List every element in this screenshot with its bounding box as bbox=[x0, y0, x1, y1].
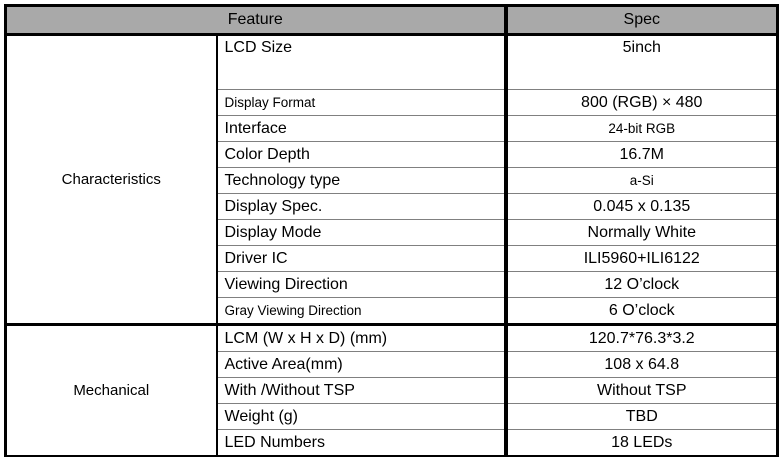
header-row: Feature Spec bbox=[5, 5, 778, 36]
table-row: Driver IC ILI5960+ILI6122 bbox=[6, 245, 778, 272]
table-header: Feature Spec bbox=[5, 5, 778, 36]
feature-cell: Display Spec. bbox=[216, 193, 508, 220]
table-row: Color Depth 16.7M bbox=[6, 141, 778, 168]
spec-cell: 0.045 x 0.135 bbox=[505, 193, 778, 220]
section-label-mechanical: Mechanical bbox=[5, 324, 218, 457]
feature-column-header: Feature bbox=[5, 5, 508, 36]
feature-cell: Active Area(mm) bbox=[216, 351, 508, 378]
table-row: Gray Viewing Direction 6 O’clock bbox=[6, 297, 778, 325]
spec-cell: a-Si bbox=[505, 167, 778, 194]
table-row: Mechanical LCM (W x H x D) (mm) 120.7*76.… bbox=[5, 324, 778, 457]
spec-cell: TBD bbox=[505, 403, 778, 430]
spec-cell: 18 LEDs bbox=[611, 433, 673, 451]
section-label-characteristics: Characteristics bbox=[5, 34, 218, 325]
spec-column-header: Spec bbox=[505, 5, 778, 36]
feature-cell: Interface bbox=[216, 115, 508, 142]
table-row: Display Spec. 0.045 x 0.135 bbox=[6, 193, 778, 220]
section-characteristics: Characteristics LCD Size 5inch Display Fo… bbox=[5, 34, 778, 325]
table-row: Active Area(mm) 108 x 64.8 bbox=[6, 351, 778, 378]
section-mechanical: Mechanical LCM (W x H x D) (mm) 120.7*76.… bbox=[5, 324, 778, 457]
table-row: Display Mode Normally White bbox=[6, 219, 778, 246]
spec-cell: 12 O’clock bbox=[505, 271, 778, 298]
spec-cell: 24-bit RGB bbox=[505, 115, 778, 142]
feature-cell: With /Without TSP bbox=[216, 377, 508, 404]
table-row: Display Format 800 (RGB) × 480 bbox=[6, 89, 778, 116]
spec-cell: ILI5960+ILI6122 bbox=[505, 245, 778, 272]
table-row: Characteristics LCD Size 5inch bbox=[5, 34, 778, 325]
spec-cell: 5inch bbox=[505, 34, 778, 90]
spec-cell: 108 x 64.8 bbox=[505, 351, 778, 378]
spec-table: Feature Spec Characteristics LCD Size 5in… bbox=[4, 4, 779, 457]
feature-cell: LCM (W x H x D) (mm) bbox=[216, 324, 508, 352]
feature-cell: Technology type bbox=[216, 167, 508, 194]
spec-cell: 6 O’clock bbox=[608, 301, 675, 319]
feature-cell: Display Mode bbox=[216, 219, 508, 246]
feature-cell: LED Numbers bbox=[216, 429, 508, 457]
feature-cell: LCD Size bbox=[216, 34, 508, 90]
feature-cell: Viewing Direction bbox=[216, 271, 508, 298]
table-row: Weight (g) TBD bbox=[6, 403, 778, 430]
table-row: Interface 24-bit RGB bbox=[6, 115, 778, 142]
feature-cell: Gray Viewing Direction bbox=[216, 297, 508, 325]
spec-cell: Normally White bbox=[505, 219, 778, 246]
feature-cell: Display Format bbox=[216, 89, 508, 116]
feature-cell: Color Depth bbox=[216, 141, 508, 168]
spec-cell: 800 (RGB) × 480 bbox=[505, 89, 778, 116]
spec-cell: 120.7*76.3*3.2 bbox=[505, 324, 778, 352]
table-row: LED Numbers 18 LEDs bbox=[6, 429, 778, 457]
feature-cell: Driver IC bbox=[216, 245, 508, 272]
table-row: With /Without TSP Without TSP bbox=[6, 377, 778, 404]
table-row: Technology type a-Si bbox=[6, 167, 778, 194]
spec-cell: 16.7M bbox=[505, 141, 778, 168]
spec-cell: Without TSP bbox=[505, 377, 778, 404]
table-row: Viewing Direction 12 O’clock bbox=[6, 271, 778, 298]
feature-cell: Weight (g) bbox=[216, 403, 508, 430]
